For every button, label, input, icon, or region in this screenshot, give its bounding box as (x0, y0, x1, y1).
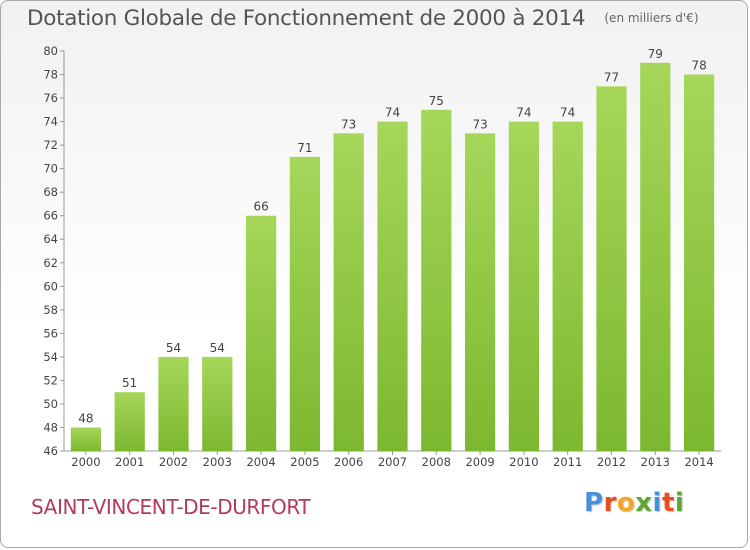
y-tick-label: 66 (43, 209, 58, 223)
bar (114, 392, 145, 451)
y-tick-label: 64 (43, 232, 58, 246)
unit-note: (en milliers d'€) (604, 11, 699, 25)
bar-value-label: 73 (472, 117, 487, 131)
bar (421, 109, 452, 451)
bar (464, 133, 496, 451)
bar (70, 427, 102, 451)
chart-title: Dotation Globale de Fonctionnement de 20… (27, 6, 586, 31)
logo-letter: t (661, 488, 675, 518)
title-row: Dotation Globale de Fonctionnement de 20… (27, 6, 699, 31)
bar (245, 215, 277, 451)
y-tick-label: 54 (43, 350, 58, 364)
y-tick-label: 50 (43, 397, 58, 411)
bar-value-label: 73 (341, 117, 356, 131)
bar-value-label: 54 (210, 341, 225, 355)
bar (333, 133, 364, 451)
y-tick-label: 70 (43, 162, 58, 176)
proxiti-logo: Proxiti (584, 488, 684, 518)
x-tick-label: 2002 (159, 455, 188, 469)
y-tick-label: 52 (43, 373, 58, 387)
y-tick-label: 58 (43, 303, 58, 317)
logo-letter: r (603, 488, 617, 518)
y-tick-label: 80 (43, 44, 58, 58)
y-tick-label: 46 (43, 444, 58, 458)
bar-value-label: 66 (253, 200, 268, 214)
y-tick-label: 48 (43, 420, 58, 434)
logo-letter: i (674, 488, 685, 518)
y-tick-label: 62 (43, 256, 58, 270)
y-tick-label: 60 (43, 279, 58, 293)
bar-value-label: 79 (648, 47, 663, 61)
bar-value-label: 78 (691, 59, 706, 73)
bar (202, 356, 233, 451)
commune-name: SAINT-VINCENT-DE-DURFORT (31, 495, 311, 519)
plot-area: 46 48 50 52 54 56 58 60 62 64 66 68 70 72 74 76 78 80 48 20… (43, 44, 721, 469)
x-tick-label: 2011 (553, 455, 582, 469)
y-tick-label: 72 (43, 138, 58, 152)
bar-value-label: 54 (166, 341, 181, 355)
y-tick-label: 76 (43, 91, 58, 105)
x-tick-label: 2004 (246, 455, 275, 469)
bar-value-label: 74 (560, 106, 575, 120)
bar (640, 62, 671, 451)
x-tick-label: 2013 (641, 455, 670, 469)
bar-value-label: 74 (516, 106, 531, 120)
x-tick-label: 2007 (378, 455, 407, 469)
bar (508, 121, 540, 452)
bar-value-label: 75 (429, 94, 444, 108)
bar-value-label: 51 (122, 376, 137, 390)
bar (377, 121, 408, 452)
x-tick-label: 2005 (290, 455, 319, 469)
x-tick-label: 2003 (203, 455, 232, 469)
x-tick-label: 2014 (684, 455, 713, 469)
bar (683, 74, 715, 451)
bar-value-label: 71 (297, 141, 312, 155)
x-tick-label: 2006 (334, 455, 363, 469)
logo-letter: P (584, 488, 604, 518)
bar (552, 121, 583, 452)
bar (596, 86, 627, 451)
y-tick-label: 68 (43, 185, 58, 199)
logo-letter: x (635, 488, 653, 518)
bar-value-label: 77 (604, 70, 619, 84)
bar-value-label: 74 (385, 106, 400, 120)
x-tick-label: 2008 (422, 455, 451, 469)
y-tick-label: 56 (43, 326, 58, 340)
bar (158, 356, 189, 451)
bar (289, 156, 321, 451)
x-tick-label: 2001 (115, 455, 144, 469)
x-tick-label: 2000 (71, 455, 100, 469)
x-tick-label: 2010 (509, 455, 538, 469)
logo-letter: o (616, 488, 636, 518)
x-tick-label: 2009 (465, 455, 494, 469)
y-tick-label: 78 (43, 68, 58, 82)
x-tick-label: 2012 (597, 455, 626, 469)
logo-letter: i (652, 488, 662, 518)
y-tick-label: 74 (43, 115, 58, 129)
bar-value-label: 48 (78, 411, 93, 425)
